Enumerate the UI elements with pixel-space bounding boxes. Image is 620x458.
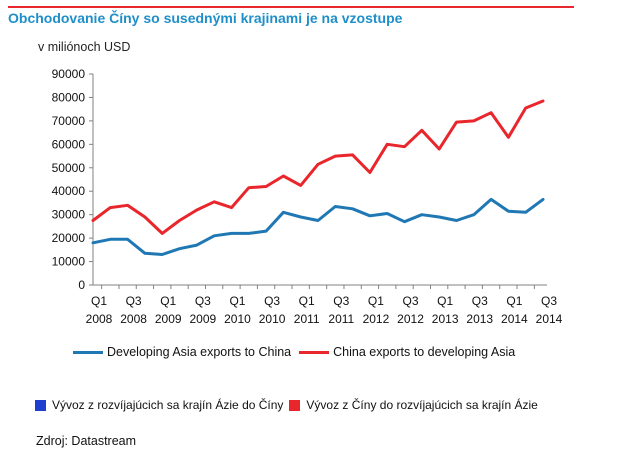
x-tick-label: Q3 2013: [466, 294, 493, 326]
x-tick-label: Q1 2012: [363, 294, 390, 326]
x-tick-label: Q3 2012: [397, 294, 424, 326]
y-tick-label: 80000: [52, 90, 86, 104]
y-tick-label: 30000: [52, 208, 86, 222]
y-tick-label: 60000: [52, 137, 86, 151]
x-tick-label: Q3 2008: [120, 294, 147, 326]
legend-label-red: China exports to developing Asia: [333, 345, 516, 359]
x-tick-label: Q1 2013: [432, 294, 459, 326]
y-tick-label: 90000: [52, 67, 86, 81]
x-tick-label: Q1 2010: [224, 294, 251, 326]
x-tick-label: Q1 2014: [501, 294, 528, 326]
legend-item-blue: Developing Asia exports to China: [73, 345, 291, 359]
unit-label: v miliónoch USD: [38, 40, 131, 54]
title-rule: [8, 6, 574, 8]
source-note: Zdroj: Datastream: [36, 434, 137, 448]
x-tick-label: Q1 2009: [155, 294, 182, 326]
legend-slovak: Vývoz z rozvíjajúcich sa krajín Ázie do …: [35, 398, 544, 412]
legend-item-red: China exports to developing Asia: [299, 345, 515, 359]
x-tick-label: Q3 2010: [259, 294, 286, 326]
x-tick-label: Q3 2009: [189, 294, 216, 326]
legend-swatch-blue: [73, 350, 103, 354]
series-line-developing-asia-exports: [91, 197, 545, 256]
legend-sk-label-blue: Vývoz z rozvíjajúcich sa krajín Ázie do …: [52, 398, 284, 412]
y-tick-label: 20000: [52, 231, 86, 245]
legend-sk-swatch-red: [289, 399, 301, 411]
legend-swatch-red: [299, 350, 330, 354]
y-tick-label: 0: [78, 278, 85, 292]
legend-sk-label-red: Vývoz z Číny do rozvíjajúcich sa krajín …: [306, 398, 538, 412]
legend: Developing Asia exports to China China e…: [73, 345, 523, 359]
legend-sk-item-red: Vývoz z Číny do rozvíjajúcich sa krajín …: [289, 398, 538, 412]
x-tick-label: Q1 2008: [86, 294, 113, 326]
x-tick-label: Q3 2014: [536, 294, 563, 326]
series-line-china-exports: [91, 99, 545, 235]
y-tick-label: 40000: [52, 184, 86, 198]
legend-sk-swatch-blue: [35, 399, 46, 411]
chart-title: Obchodovanie Číny so susednými krajinami…: [8, 10, 403, 26]
legend-sk-item-blue: Vývoz z rozvíjajúcich sa krajín Ázie do …: [35, 398, 283, 412]
y-tick-label: 10000: [52, 255, 86, 269]
x-tick-label: Q3 2011: [328, 294, 354, 326]
x-tick-label: Q1 2011: [294, 294, 320, 326]
y-tick-label: 70000: [52, 114, 86, 128]
legend-label-blue: Developing Asia exports to China: [107, 345, 292, 359]
y-tick-label: 50000: [52, 161, 86, 175]
